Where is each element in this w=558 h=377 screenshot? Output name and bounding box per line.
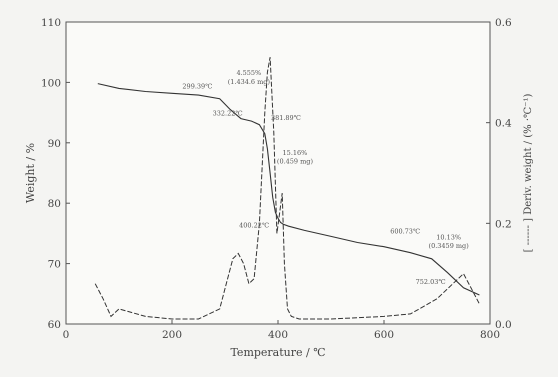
weight-line bbox=[97, 83, 480, 296]
annotation-group: 299.39℃ 4.555%(1.434.6 mg) 332.22℃ 381.89℃ 1… bbox=[182, 69, 469, 286]
left-tick-label: 100 bbox=[41, 77, 61, 89]
annotation-label: 752.03℃ bbox=[416, 278, 446, 286]
left-tick-label: 60 bbox=[48, 319, 61, 331]
annotation-label: 4.555% bbox=[236, 69, 261, 77]
x-tick-label: 600 bbox=[374, 329, 394, 341]
left-axis-label: Weight / % bbox=[24, 143, 37, 203]
x-tick-label: 200 bbox=[162, 329, 182, 341]
annotation-label: (0.459 mg) bbox=[277, 157, 314, 165]
annotation-label: 381.89℃ bbox=[271, 114, 301, 122]
right-tick-label: 0.2 bbox=[495, 218, 512, 230]
annotation-label: (1.434.6 mg) bbox=[228, 78, 271, 86]
plot-frame bbox=[65, 21, 491, 325]
x-axis-label: Temperature / ℃ bbox=[230, 346, 325, 359]
x-tick-label: 0 bbox=[63, 329, 70, 341]
series-group bbox=[94, 57, 480, 320]
left-tick-label: 90 bbox=[48, 138, 61, 150]
right-tick-label: 0.4 bbox=[495, 118, 512, 130]
left-axis-ticks: 60 70 80 90 100 110 bbox=[41, 17, 70, 331]
right-axis-label: [ ------ ] Deriv. weight / (% ·℃⁻¹) bbox=[523, 94, 534, 253]
right-tick-label: 0.6 bbox=[495, 17, 512, 29]
left-tick-label: 110 bbox=[41, 17, 61, 29]
x-tick-label: 800 bbox=[480, 329, 500, 341]
annotation-label: 15.16% bbox=[283, 149, 308, 157]
left-tick-label: 80 bbox=[48, 198, 61, 210]
derivative-weight-line bbox=[94, 57, 480, 320]
left-tick-label: 70 bbox=[48, 259, 61, 271]
annotation-label: (0.3459 mg) bbox=[429, 242, 470, 250]
annotation-label: 600.73℃ bbox=[390, 227, 420, 235]
right-axis-ticks: 0.0 0.2 0.4 0.6 bbox=[486, 17, 512, 331]
annotation-label: 400.22℃ bbox=[239, 221, 269, 229]
x-tick-label: 400 bbox=[268, 329, 288, 341]
x-axis-ticks: 0 200 400 600 800 bbox=[63, 320, 500, 341]
right-tick-label: 0.0 bbox=[495, 319, 512, 331]
annotation-label: 332.22℃ bbox=[213, 110, 243, 118]
annotation-label: 299.39℃ bbox=[182, 82, 212, 90]
annotation-label: 10.13% bbox=[436, 233, 461, 241]
